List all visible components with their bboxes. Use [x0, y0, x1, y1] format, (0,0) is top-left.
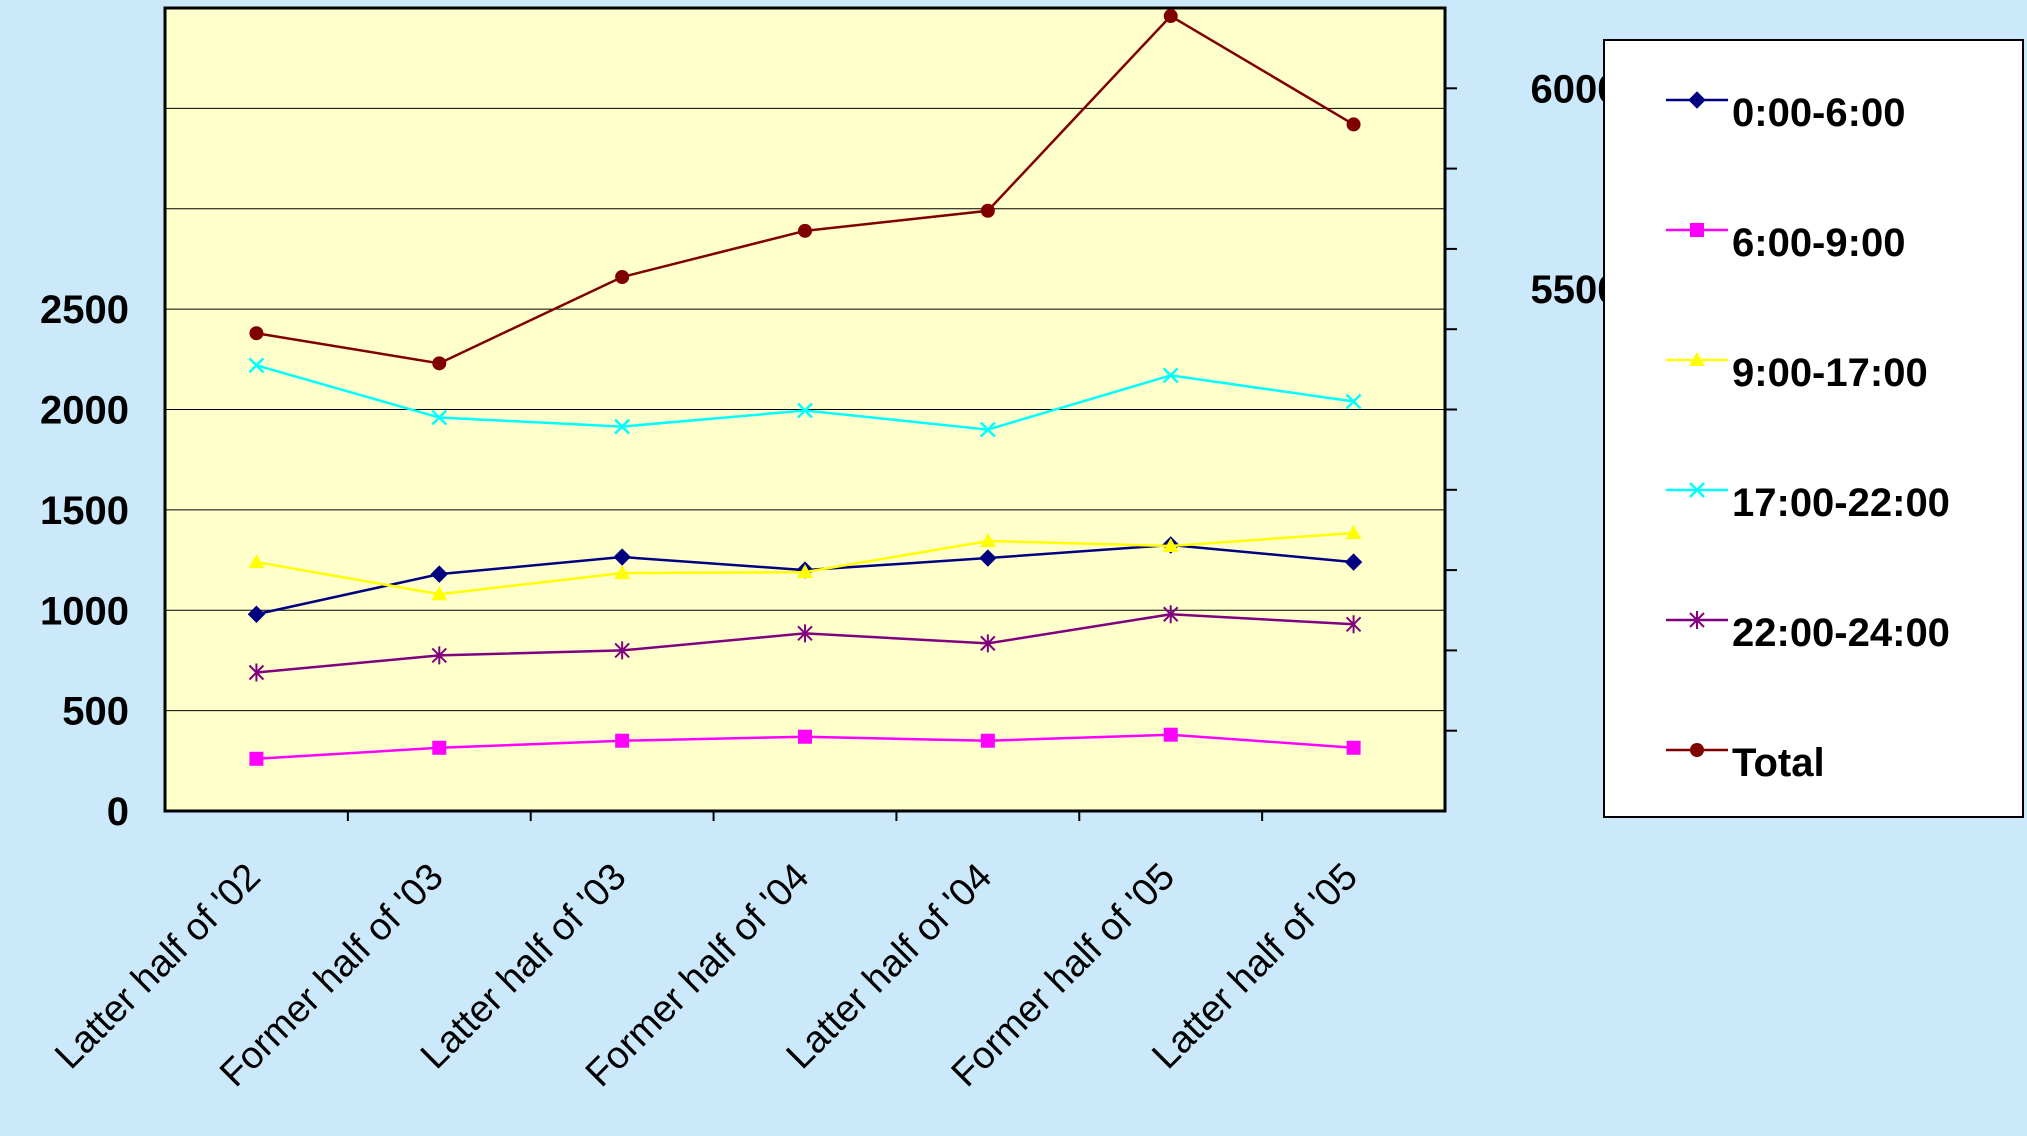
- data-point: [615, 733, 630, 748]
- data-point: [431, 646, 447, 665]
- data-point: [432, 740, 447, 755]
- series-star: [248, 605, 1362, 682]
- legend-label: 0:00-6:00: [1732, 91, 1905, 135]
- legend-swatch-marker: [1689, 482, 1705, 498]
- legend-label: 6:00-9:00: [1732, 221, 1905, 265]
- y-left-tick-label: 1500: [40, 489, 129, 533]
- data-point: [979, 549, 997, 567]
- data-point: [1162, 367, 1179, 384]
- legend-label: Total: [1732, 741, 1825, 785]
- gridlines: [165, 107, 1445, 712]
- legend-label: 9:00-17:00: [1732, 351, 1928, 395]
- data-point: [1163, 9, 1178, 24]
- data-point: [1346, 740, 1361, 755]
- data-point: [430, 565, 448, 583]
- legend: 0:00-6:00 6:00-9:00 9:00-17:00 17:00-22:00 2…: [1603, 39, 2024, 818]
- y-left-tick-label: 1000: [40, 589, 129, 633]
- data-point: [248, 663, 265, 682]
- data-point: [797, 624, 813, 643]
- data-point: [248, 357, 265, 374]
- data-point: [798, 223, 812, 238]
- legend-entry: 6:00-9:00: [1666, 221, 1905, 265]
- data-point: [247, 605, 266, 623]
- data-point: [614, 565, 631, 580]
- y-left-tick-label: 2500: [40, 288, 129, 332]
- data-point: [1344, 553, 1363, 571]
- legend-entry: 0:00-6:00: [1666, 91, 1905, 135]
- data-point: [798, 729, 812, 744]
- legend-swatch-marker: [1688, 91, 1706, 109]
- data-point: [1345, 524, 1362, 539]
- legend-label: 17:00-22:00: [1732, 481, 1950, 525]
- data-point: [979, 421, 996, 438]
- data-point: [249, 326, 264, 341]
- data-point: [431, 409, 448, 426]
- data-point: [980, 634, 996, 653]
- data-point: [614, 641, 630, 660]
- data-point: [980, 733, 995, 748]
- data-point: [432, 356, 447, 371]
- data-point: [1162, 538, 1179, 553]
- legend-swatch-marker: [1690, 743, 1704, 757]
- data-point: [1163, 605, 1179, 624]
- legend-swatch-marker: [1689, 352, 1705, 366]
- data-point: [1345, 615, 1362, 634]
- legend-label: 22:00-24:00: [1732, 611, 1950, 655]
- series-triangle: [248, 524, 1362, 601]
- legend-swatch-marker: [1690, 223, 1704, 237]
- legend-entry: 17:00-22:00: [1666, 481, 1950, 525]
- data-point: [613, 548, 631, 566]
- legend-entry: 22:00-24:00: [1666, 611, 1950, 655]
- data-point: [979, 532, 996, 547]
- legend-entry: 9:00-17:00: [1666, 351, 1928, 395]
- series-circle: [249, 9, 1361, 371]
- legend-entry: Total: [1666, 741, 1825, 785]
- y-left-tick-label: 2000: [40, 389, 129, 433]
- data-point: [797, 564, 813, 579]
- data-point: [797, 402, 813, 419]
- data-point: [431, 586, 448, 601]
- data-point: [249, 751, 264, 766]
- series-square: [249, 727, 1361, 766]
- data-point: [980, 203, 995, 218]
- series-layer: [247, 9, 1363, 766]
- legend-swatch-marker: [1689, 611, 1705, 629]
- legend-box: [1603, 39, 2024, 818]
- data-point: [1345, 393, 1362, 410]
- left-axis: 0 500 1000 1500 2000 2500: [40, 288, 129, 834]
- data-point: [615, 270, 630, 285]
- series-x: [248, 357, 1362, 438]
- data-point: [614, 418, 631, 435]
- y-left-tick-label: 0: [107, 790, 129, 834]
- y-left-tick-label: 500: [62, 690, 129, 734]
- data-point: [1163, 727, 1178, 742]
- data-point: [1346, 117, 1361, 132]
- data-point: [248, 554, 265, 569]
